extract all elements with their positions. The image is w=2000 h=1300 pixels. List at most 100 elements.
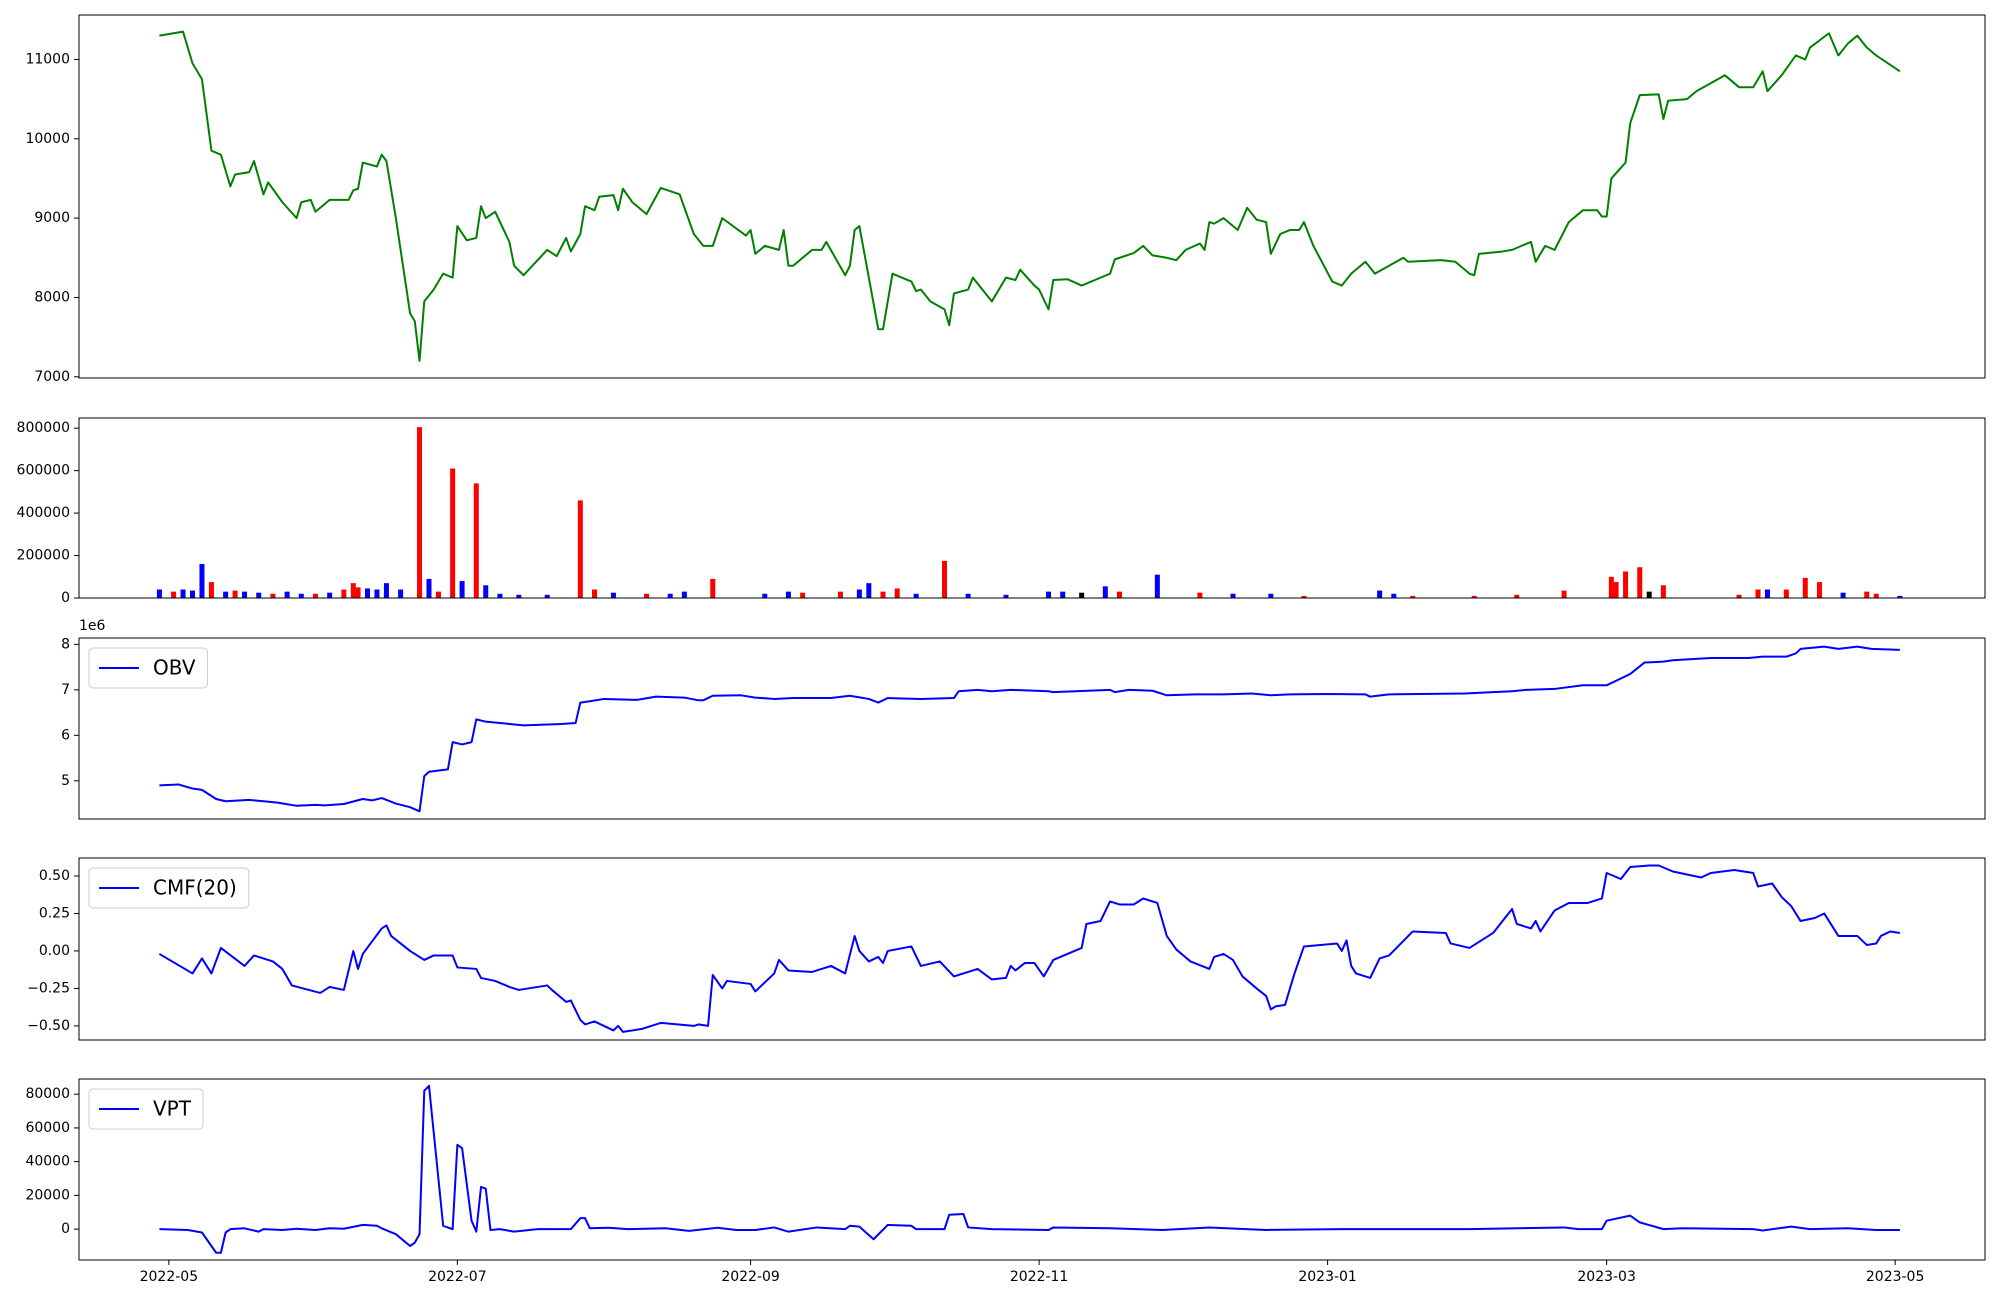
y-tick-label: 0.50 [39, 868, 70, 884]
y-tick-label: 10000 [25, 131, 70, 147]
axes-frame [78, 417, 1986, 599]
bar [232, 590, 238, 598]
y-tick-label: 0.00 [39, 943, 70, 959]
y-tick-label: 80000 [25, 1086, 70, 1102]
bar [223, 591, 229, 598]
legend-box [88, 867, 250, 909]
y-tick-label: 0 [61, 1221, 70, 1237]
bar [355, 587, 361, 598]
bar [1608, 576, 1614, 598]
bar [1736, 594, 1742, 598]
panel: 7000 8000 9000 10000 11000 [25, 14, 1986, 385]
legend: VPT [88, 1088, 204, 1130]
bar [1873, 593, 1879, 598]
legend: OBV [88, 647, 209, 689]
legend-box [88, 647, 209, 689]
legend-label: CMF(20) [153, 876, 237, 900]
bar [417, 427, 423, 598]
bar [644, 593, 650, 598]
bar [483, 585, 489, 598]
legend: CMF(20) [88, 867, 250, 909]
y-tick-label: 9000 [34, 210, 70, 226]
panel: −0.50 −0.25 0.00 0.25 0.50 CMF(20) [27, 857, 1986, 1041]
y-tick-label: 200000 [17, 548, 70, 564]
bar [242, 591, 248, 598]
y-tick-label: 0.25 [39, 905, 70, 921]
bar [374, 589, 380, 598]
x-tick-label: 2022-11 [1010, 1269, 1069, 1285]
panel: 0 20000 40000 60000 80000 VPT 2022-05 2022-07 20… [25, 1078, 1986, 1285]
line-series [159, 30, 1901, 362]
bar [1197, 592, 1203, 598]
bar [544, 594, 550, 598]
bar [913, 593, 919, 598]
bar [1268, 593, 1274, 598]
bar [312, 593, 318, 598]
bar [383, 583, 389, 598]
x-tick-label: 2023-01 [1298, 1269, 1357, 1285]
bar [426, 578, 432, 598]
bar [610, 592, 616, 598]
y-tick-label: 0 [61, 590, 70, 606]
panel: 5 6 7 8 1e6 OBV [61, 618, 1986, 820]
bar [1102, 586, 1108, 598]
legend-label: VPT [153, 1097, 192, 1121]
bar [1613, 582, 1619, 598]
bar [327, 592, 333, 598]
x-tick-label: 2022-05 [140, 1269, 199, 1285]
y-tick-label: 800000 [17, 420, 70, 436]
bar [1410, 595, 1416, 598]
bar [681, 591, 687, 598]
y-tick-label: 8 [61, 636, 70, 652]
bar [208, 582, 214, 598]
offset-text: 1e6 [79, 618, 106, 634]
bar [1116, 591, 1122, 598]
bar [880, 591, 886, 598]
bar [837, 591, 843, 598]
line-series [158, 864, 1901, 1033]
axes-frame [78, 857, 1986, 1041]
y-tick-label: 11000 [25, 51, 70, 67]
bar [190, 590, 196, 598]
bar [1561, 590, 1567, 598]
bar [256, 592, 262, 598]
bar [1377, 590, 1383, 598]
y-tick-label: 60000 [25, 1120, 70, 1136]
bar [1391, 593, 1397, 598]
bar [1755, 589, 1761, 598]
bar [180, 589, 186, 598]
bar [1783, 589, 1789, 598]
bar [171, 591, 177, 598]
bar [398, 589, 404, 598]
y-tick-label: −0.50 [27, 1018, 70, 1034]
bar [965, 593, 971, 598]
y-tick-label: 20000 [25, 1187, 70, 1203]
bar [516, 594, 522, 598]
bar [1301, 595, 1307, 598]
bar [894, 588, 900, 598]
panel: 0 200000 400000 600000 800000 [17, 417, 1986, 606]
x-tick-label: 2022-09 [721, 1269, 780, 1285]
y-tick-label: 6 [61, 727, 70, 743]
axes-frame [78, 14, 1986, 379]
bar [856, 589, 862, 598]
bar [365, 588, 371, 598]
bar [1471, 595, 1477, 598]
bar [667, 593, 673, 598]
axes-frame [78, 1078, 1986, 1261]
bar [1060, 591, 1066, 598]
bar [270, 593, 276, 598]
bar [785, 591, 791, 598]
bar [497, 593, 503, 598]
bar [298, 593, 304, 598]
bar [942, 560, 948, 598]
y-tick-label: 7 [61, 682, 70, 698]
bar [459, 581, 465, 598]
bar [1840, 592, 1846, 598]
bar [710, 578, 716, 598]
y-tick-label: 40000 [25, 1154, 70, 1170]
bar [435, 591, 441, 598]
bar [1816, 582, 1822, 598]
bar [199, 564, 205, 598]
y-tick-label: −0.25 [27, 980, 70, 996]
